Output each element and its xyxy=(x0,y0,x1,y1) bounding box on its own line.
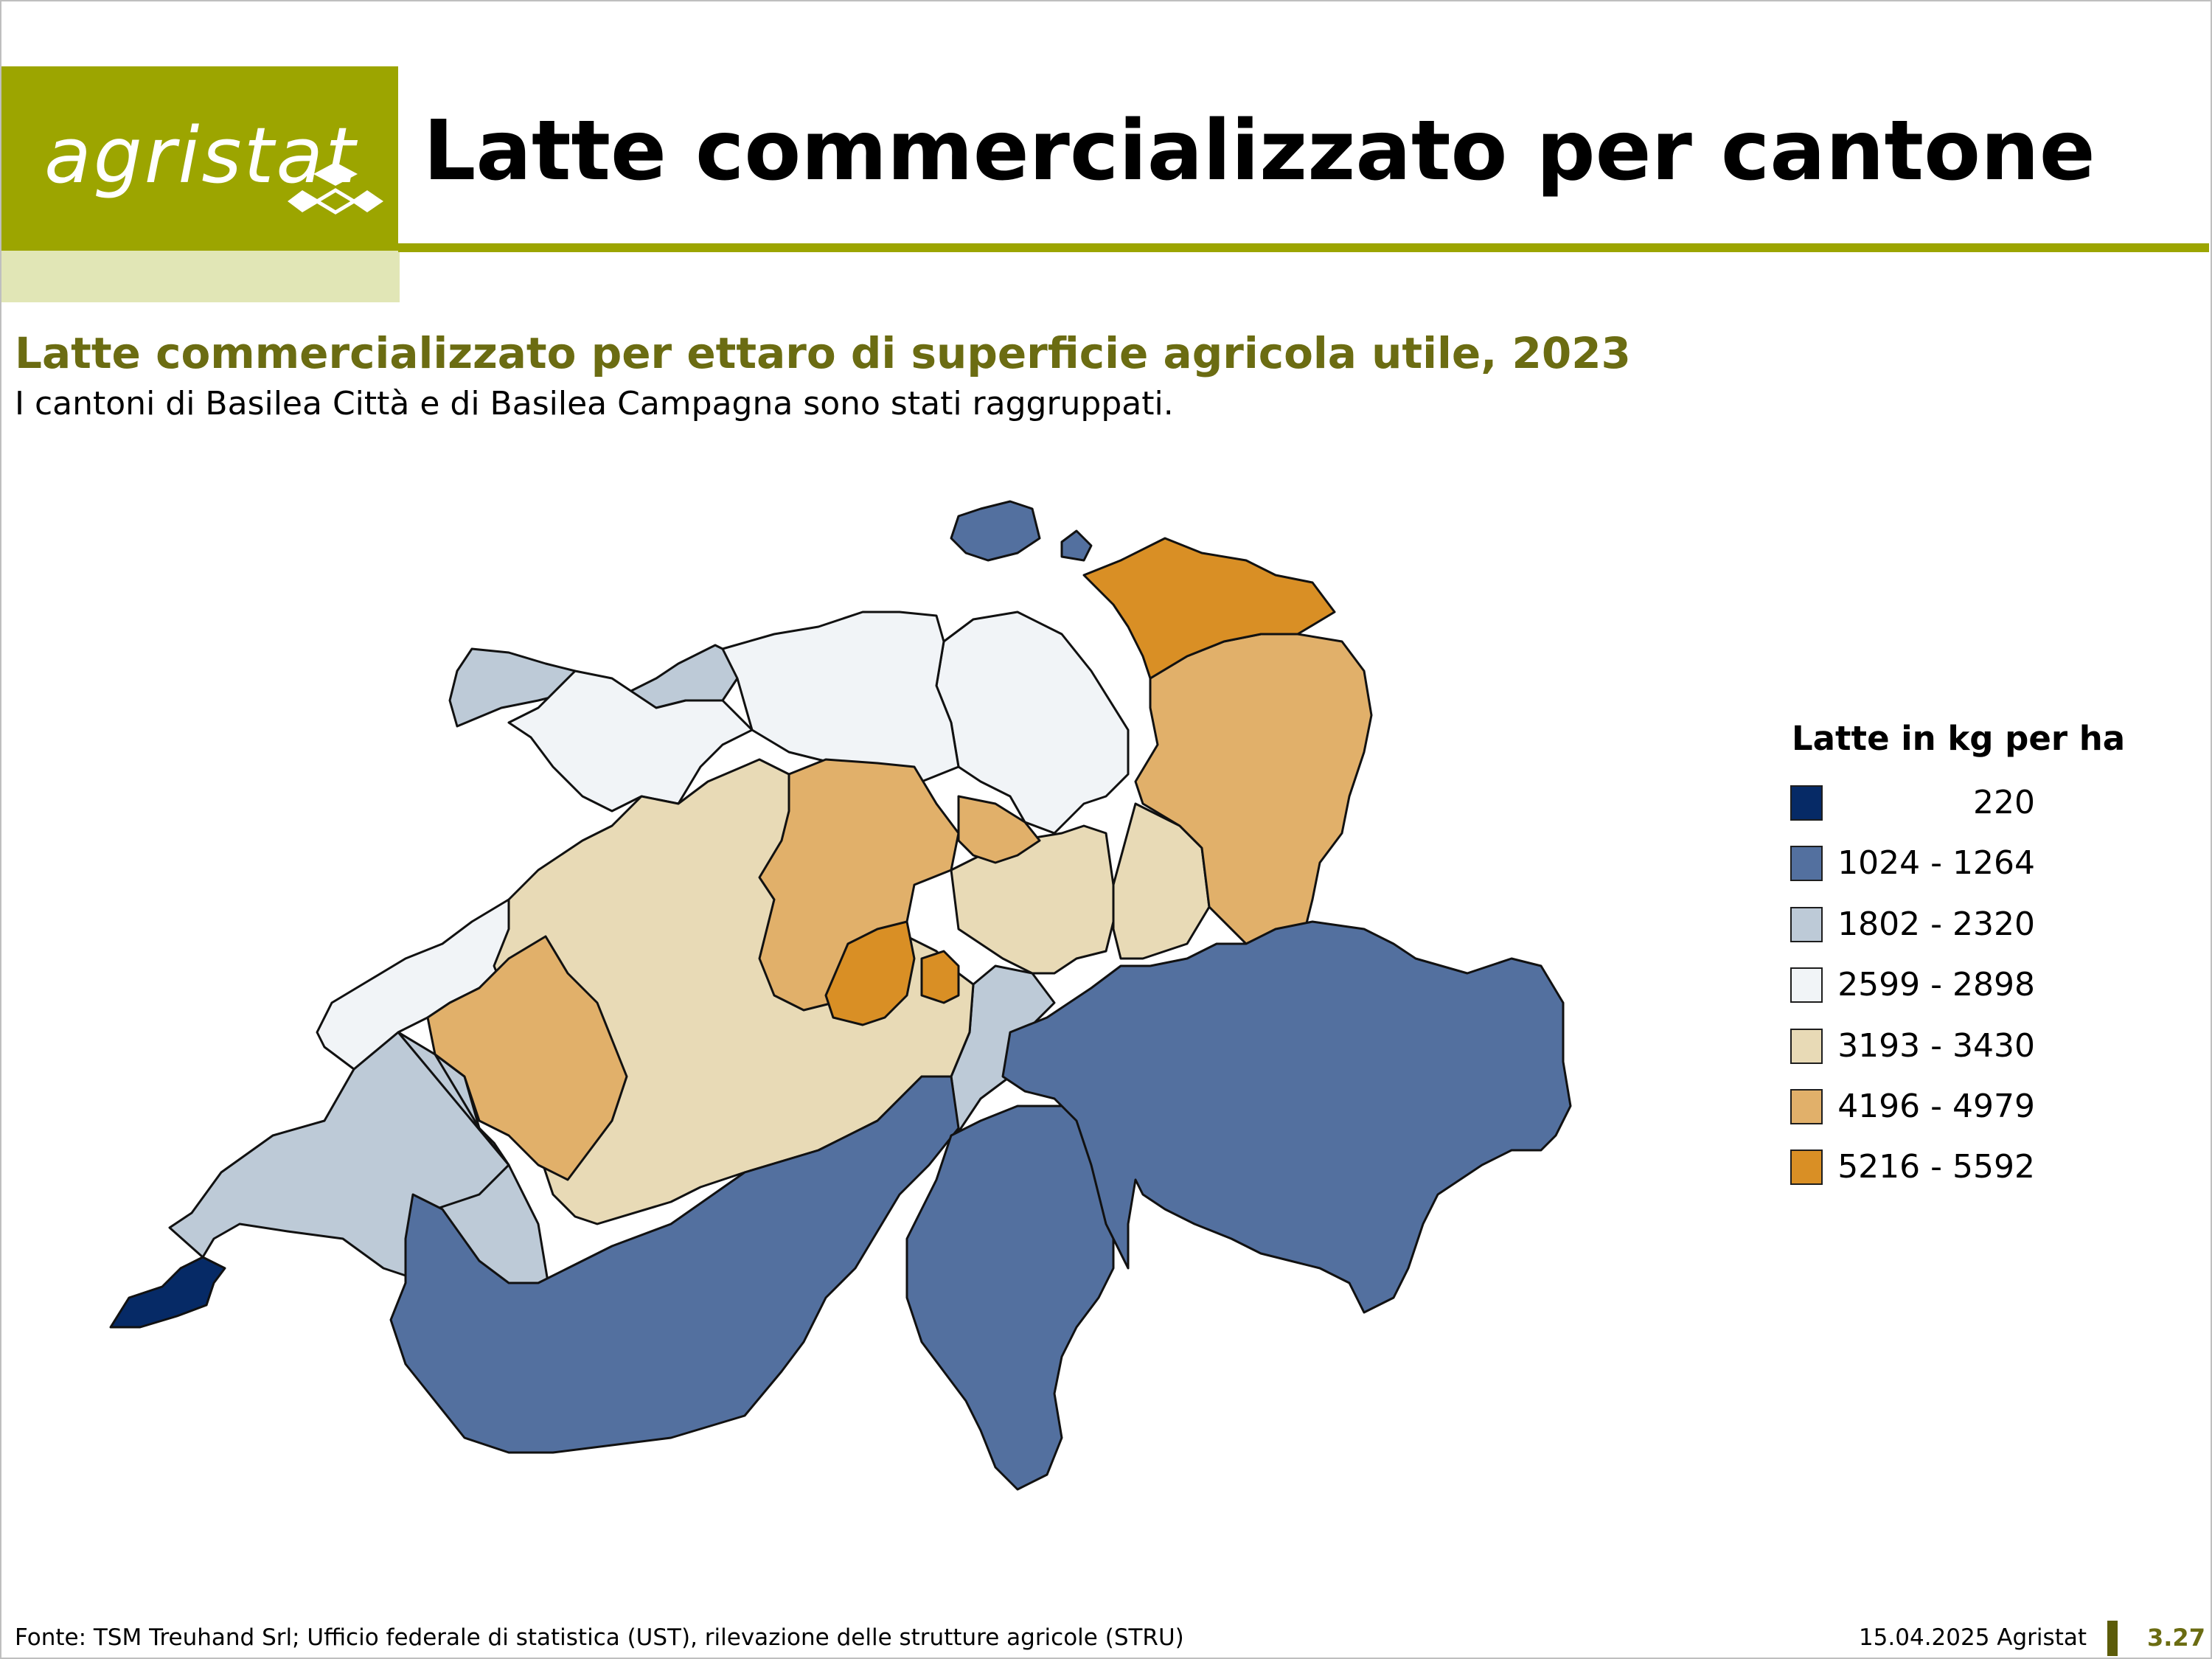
region-appenzell xyxy=(1060,529,1093,562)
legend-label: 5216 - 5592 xyxy=(1837,1148,2035,1186)
page-number: 3.27 xyxy=(2147,1624,2205,1652)
legend-swatch xyxy=(1790,906,1823,942)
legend-label: 3193 - 3430 xyxy=(1837,1026,2035,1065)
region-jura xyxy=(448,647,577,728)
title-rule xyxy=(398,243,2209,252)
region-obwalden xyxy=(824,920,916,1026)
logo-box xyxy=(1,66,398,251)
legend-label: 4196 - 4979 xyxy=(1837,1087,2035,1125)
footer-date: 15.04.2025 Agristat xyxy=(1858,1624,2087,1651)
legend-swatch xyxy=(1790,1150,1823,1186)
region-nidwalden xyxy=(920,950,960,1004)
legend-label: 1802 - 2320 xyxy=(1837,905,2035,943)
legend-label: 2599 - 2898 xyxy=(1837,966,2035,1004)
legend-title: Latte in kg per ha xyxy=(1792,719,2126,758)
logo-diamond-icon xyxy=(288,162,383,215)
region-aargau xyxy=(721,611,960,787)
legend-label: 1024 - 1264 xyxy=(1837,844,2035,883)
legend-swatch xyxy=(1790,785,1823,821)
footer-divider xyxy=(2107,1621,2118,1656)
region-fribourg xyxy=(426,935,628,1181)
region-valais xyxy=(389,1075,960,1454)
region-geneva xyxy=(109,1256,226,1329)
region-graubunden xyxy=(1001,920,1572,1314)
region-zug xyxy=(957,795,1041,864)
legend-swatch xyxy=(1790,1028,1823,1064)
map-subtitle: I cantoni di Basilea Città e di Basilea … xyxy=(15,385,1174,422)
logo-strip xyxy=(1,251,400,302)
legend-swatch xyxy=(1790,967,1823,1004)
region-schwyz xyxy=(950,824,1115,975)
legend-swatch xyxy=(1790,846,1823,882)
region-thurgau xyxy=(1082,537,1336,680)
region-schaffhausen xyxy=(950,500,1041,562)
legend-swatch xyxy=(1790,1088,1823,1124)
legend-label: 220 xyxy=(1973,784,2035,821)
region-ticino xyxy=(905,1105,1115,1491)
page-title: Latte commercializzato per cantone xyxy=(423,103,2096,199)
switzerland-canton-map xyxy=(109,500,1572,1491)
source-note: Fonte: TSM Treuhand Srl; Ufficio federal… xyxy=(15,1624,1184,1651)
logo-wordmark: agristat xyxy=(44,111,358,201)
map-title: Latte commercializzato per ettaro di sup… xyxy=(15,328,1631,378)
